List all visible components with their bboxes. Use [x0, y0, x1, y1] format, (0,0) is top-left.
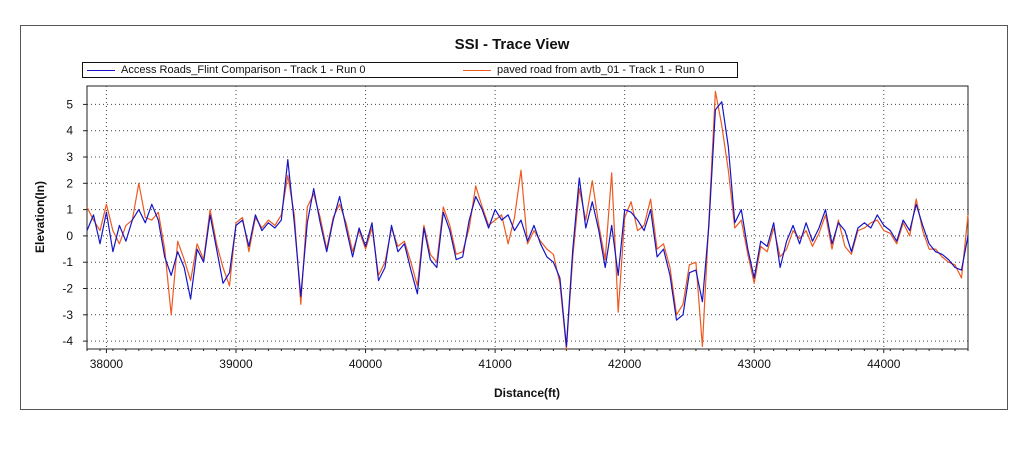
series-line-1 [86, 101, 969, 347]
y-tick-label: 5 [66, 97, 73, 111]
x-axis-title: Distance(ft) [494, 386, 560, 400]
legend-label-series-2: paved road from avtb_01 - Track 1 - Run … [497, 64, 705, 76]
y-tick-label: 1 [66, 203, 73, 217]
y-tick-label: 2 [66, 176, 73, 190]
y-tick-label: -3 [62, 308, 73, 322]
y-tick-label: -1 [62, 255, 73, 269]
legend-swatch-series-2 [463, 69, 491, 71]
y-tick-label: 0 [66, 229, 73, 243]
x-tick-label: 38000 [90, 357, 124, 371]
x-tick-label: 42000 [608, 357, 642, 371]
x-tick-label: 44000 [867, 357, 901, 371]
x-tick-label: 43000 [738, 357, 772, 371]
x-tick-label: 40000 [349, 357, 383, 371]
chart-title: SSI - Trace View [454, 36, 570, 53]
grid [83, 86, 969, 353]
legend-entry-series-1: Access Roads_Flint Comparison - Track 1 … [87, 63, 366, 77]
legend-entry-series-2: paved road from avtb_01 - Track 1 - Run … [463, 63, 704, 77]
legend-label-series-1: Access Roads_Flint Comparison - Track 1 … [121, 64, 366, 76]
y-tick-label: 3 [66, 150, 73, 164]
plot-area [86, 85, 969, 350]
y-tick-label: -2 [62, 282, 73, 296]
y-axis-title: Elevation(In) [33, 181, 47, 253]
chart-legend: Access Roads_Flint Comparison - Track 1 … [82, 62, 738, 78]
x-tick-label: 39000 [219, 357, 253, 371]
y-tick-label: -4 [62, 334, 73, 348]
legend-swatch-series-1 [87, 69, 115, 71]
y-tick-label: 4 [66, 124, 73, 138]
x-tick-label: 41000 [478, 357, 512, 371]
series-lines [86, 90, 969, 350]
tick-labels: -4 -3 -2 -1 0 1 2 3 4 5 38000 39000 40000 41000 42000 4… [62, 97, 900, 371]
